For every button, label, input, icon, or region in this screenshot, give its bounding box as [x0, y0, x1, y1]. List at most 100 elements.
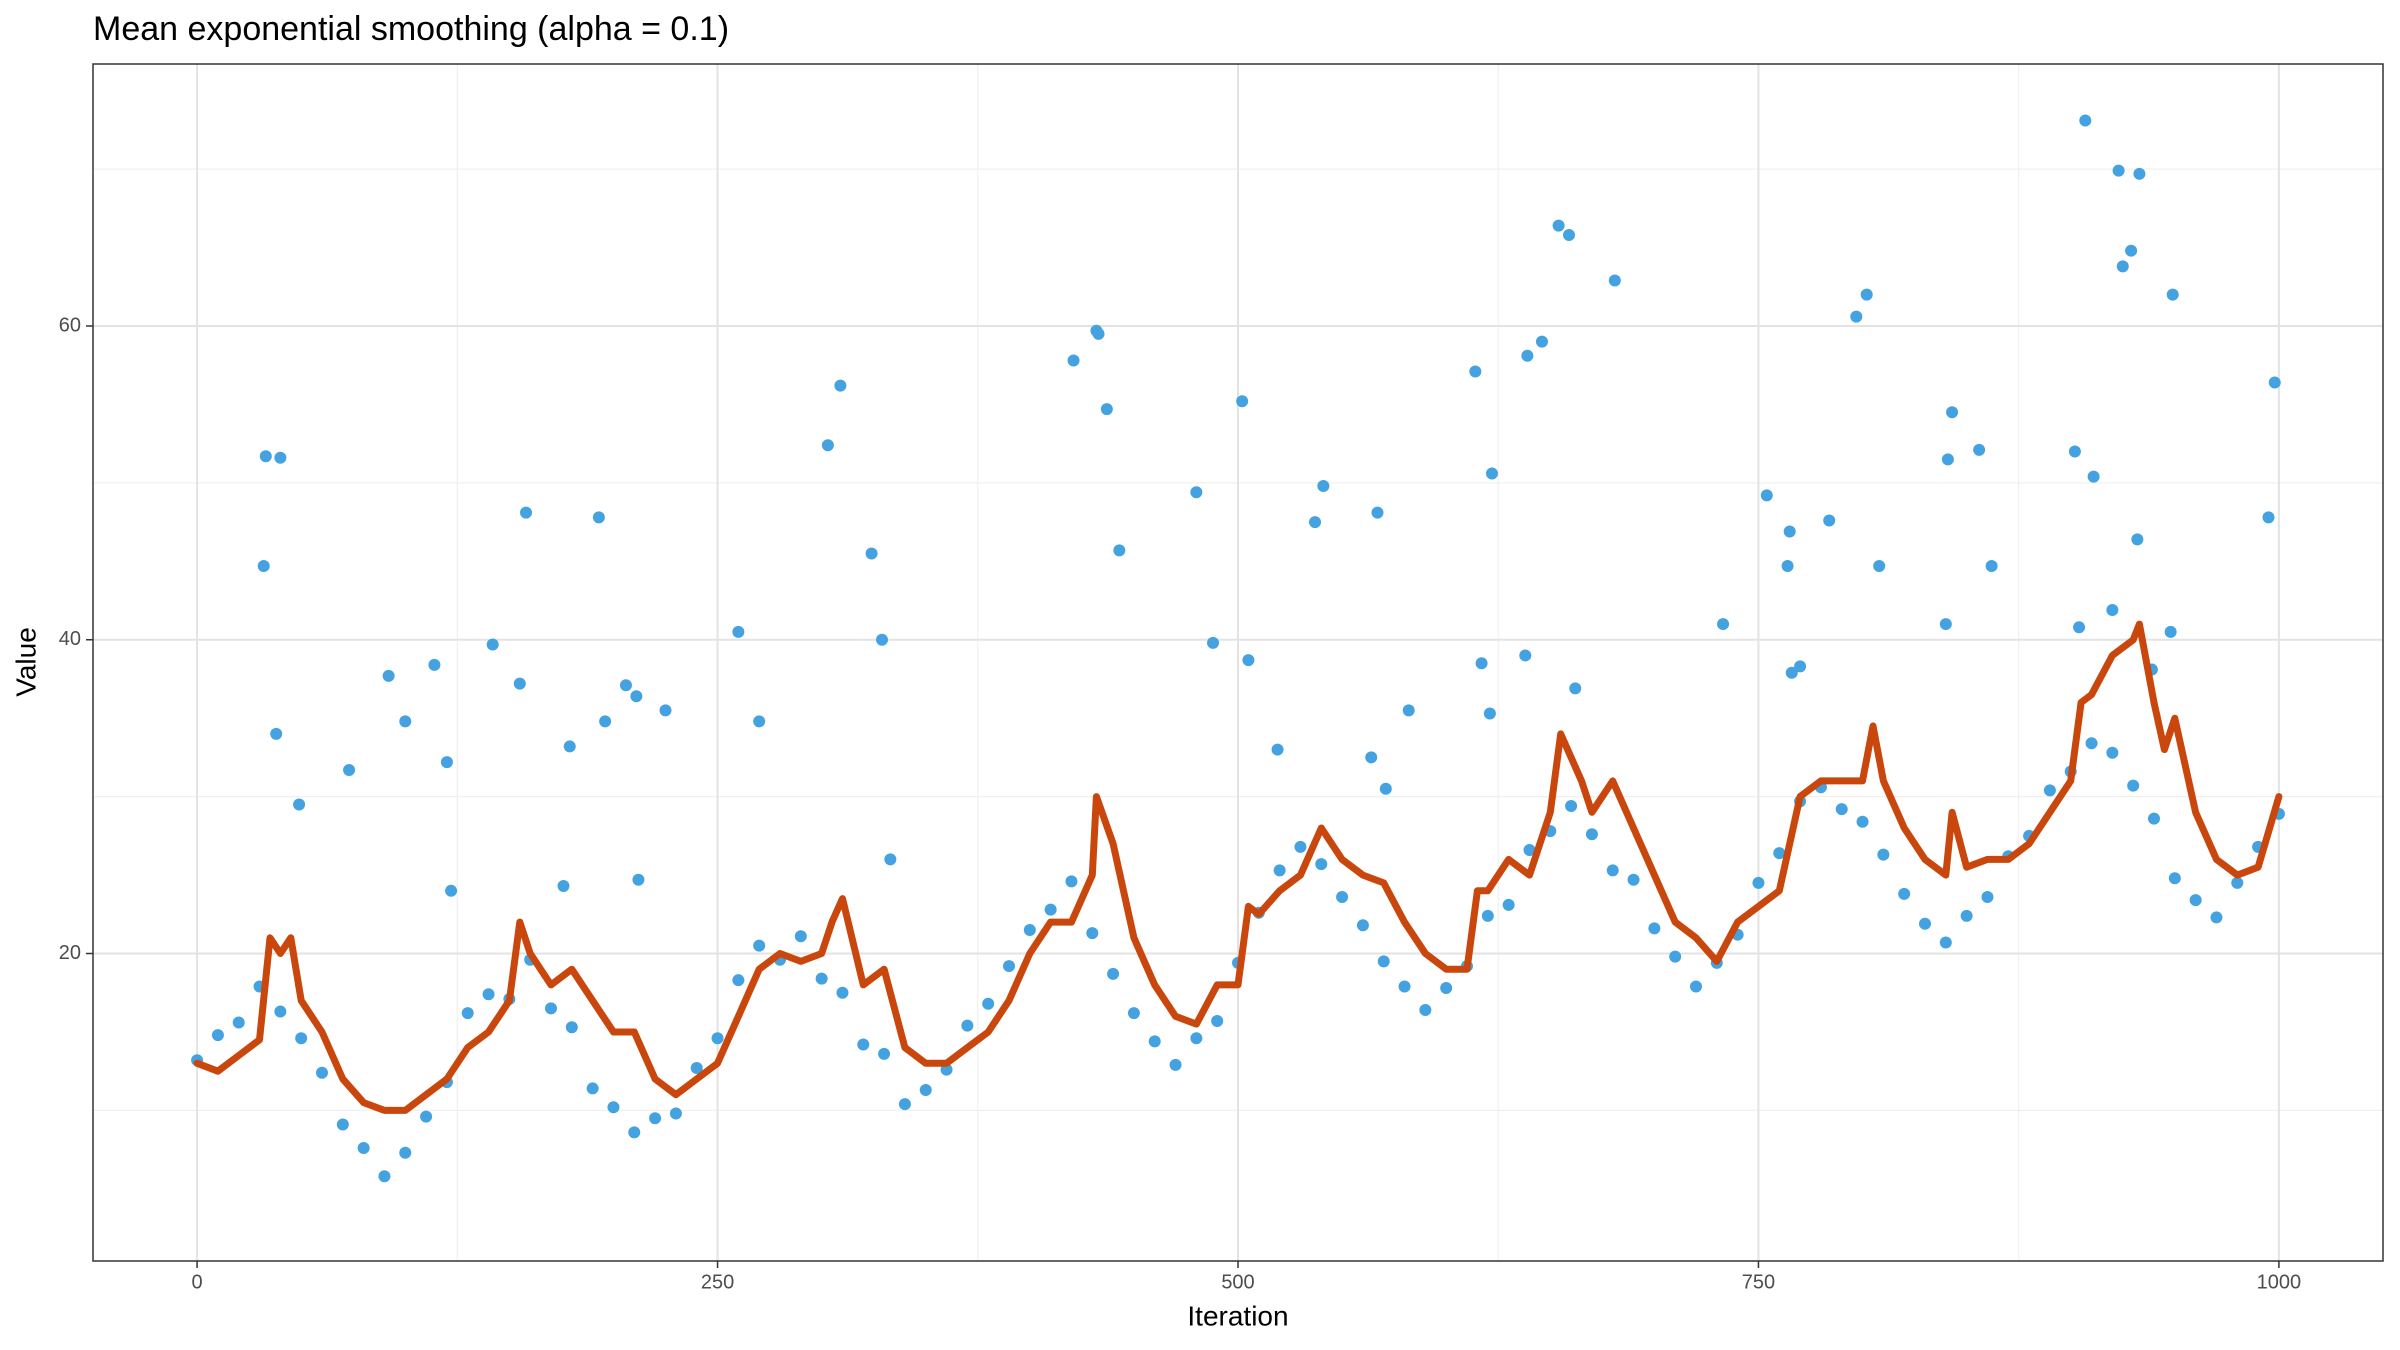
data-point: [1092, 327, 1105, 340]
data-point: [2106, 603, 2119, 616]
data-point: [1783, 525, 1796, 538]
data-point: [2168, 872, 2181, 885]
data-point: [1271, 743, 1284, 756]
data-point: [732, 974, 745, 987]
data-point: [1242, 654, 1255, 667]
data-point: [2087, 470, 2100, 483]
data-point: [690, 1062, 703, 1075]
data-point: [1113, 544, 1126, 557]
data-point: [270, 727, 283, 740]
data-point: [232, 1016, 245, 1029]
data-point: [1521, 349, 1534, 362]
data-point: [1440, 982, 1453, 995]
data-point: [440, 756, 453, 769]
data-point: [2166, 288, 2179, 301]
data-point: [753, 715, 766, 728]
data-point: [1336, 891, 1349, 904]
data-point: [1523, 843, 1536, 856]
data-point: [2068, 445, 2081, 458]
x-tick-label: 250: [701, 1271, 734, 1293]
chart-title: Mean exponential smoothing (alpha = 0.1): [93, 10, 729, 48]
data-point: [1086, 927, 1099, 940]
data-point: [857, 1038, 870, 1051]
data-point: [878, 1047, 891, 1060]
data-point: [632, 873, 645, 886]
x-tick-label: 0: [192, 1271, 203, 1293]
data-point: [399, 1146, 412, 1159]
data-point: [482, 988, 495, 1001]
data-point: [1023, 923, 1036, 936]
data-point: [865, 547, 878, 560]
data-point: [2125, 244, 2138, 257]
data-point: [1946, 406, 1959, 419]
data-point: [898, 1098, 911, 1111]
data-point: [565, 1021, 578, 1034]
data-point: [753, 939, 766, 952]
data-point: [711, 1032, 724, 1045]
data-point: [1483, 707, 1496, 720]
data-point: [1850, 310, 1863, 323]
data-point: [486, 638, 499, 651]
smoothed-line: [193, 620, 2283, 1114]
data-point: [1960, 909, 1973, 922]
data-point: [2043, 784, 2056, 797]
data-point: [1565, 800, 1578, 813]
data-point: [382, 669, 395, 682]
data-point: [1207, 636, 1220, 649]
data-point: [274, 1005, 287, 1018]
data-point: [2079, 114, 2092, 127]
data-point: [1563, 229, 1576, 241]
x-tick-label: 500: [1221, 1271, 1254, 1293]
data-point: [1585, 828, 1598, 841]
data-point: [563, 740, 576, 753]
data-point: [1190, 1032, 1203, 1045]
data-point: [1475, 657, 1488, 670]
data-point: [607, 1101, 620, 1114]
data-point: [982, 997, 995, 1010]
data-point: [669, 1107, 682, 1120]
data-point: [357, 1142, 370, 1155]
data-point: [1835, 803, 1848, 816]
data-point: [630, 690, 643, 703]
data-point: [1919, 917, 1931, 930]
data-point: [2231, 876, 2244, 889]
data-point: [1371, 506, 1384, 519]
data-point: [2189, 894, 2202, 907]
data-point: [293, 798, 306, 811]
data-point: [1752, 876, 1765, 889]
data-point: [2116, 260, 2129, 273]
data-point: [1107, 967, 1120, 980]
data-point: [1379, 782, 1392, 795]
data-point: [1627, 873, 1640, 886]
data-point: [649, 1112, 662, 1125]
data-point: [1760, 489, 1773, 502]
data-point: [420, 1110, 433, 1123]
data-point: [1356, 919, 1369, 932]
data-point: [2148, 812, 2160, 825]
data-point: [1717, 618, 1730, 631]
data-point: [1377, 955, 1390, 968]
data-point: [1794, 660, 1807, 673]
data-point: [1065, 875, 1078, 888]
data-point: [732, 625, 745, 638]
data-point: [2210, 911, 2223, 924]
y-tick-label: 20: [59, 942, 81, 964]
data-point: [1608, 274, 1621, 287]
data-point: [1044, 903, 1057, 916]
data-point: [274, 451, 287, 464]
data-point: [1856, 815, 1869, 828]
data-point: [586, 1082, 599, 1095]
data-point: [428, 658, 441, 671]
data-point: [1873, 560, 1886, 573]
data-point: [1169, 1058, 1182, 1071]
data-point: [628, 1126, 641, 1139]
data-point: [961, 1019, 974, 1032]
data-point: [599, 715, 612, 728]
data-point: [257, 560, 270, 573]
data-point: [1485, 467, 1498, 480]
data-point: [2106, 746, 2119, 759]
data-point: [445, 884, 458, 897]
data-point: [1898, 887, 1911, 900]
axes: 0 250 500 750 1000 20 40 60: [59, 314, 2301, 1293]
